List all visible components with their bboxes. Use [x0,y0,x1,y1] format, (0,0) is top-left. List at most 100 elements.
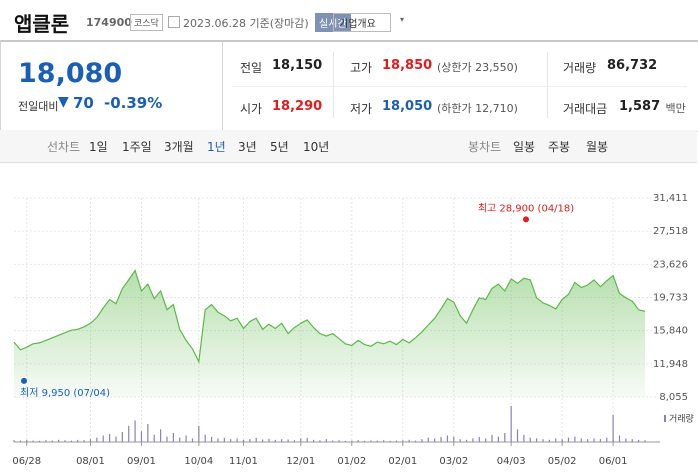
volume-bar [281,439,283,442]
quote-value: 18,150 [272,58,323,73]
volume-bar [293,440,296,442]
volume-bar [261,439,264,442]
volume-bar [64,440,66,442]
volume-bar [32,440,34,442]
candle-tab[interactable]: 일봉 [513,140,536,154]
volume-bar [217,438,219,442]
volume-bar [402,440,404,442]
quote-label: 고가 [350,61,373,75]
x-tick-label: 10/04 [184,456,213,467]
volume-bar [606,437,608,442]
volume-bar [198,425,200,442]
x-tick-label: 11/01 [229,456,258,467]
volume-bar [383,440,385,442]
candle-tab[interactable]: 월봉 [586,140,609,154]
volume-bar [191,438,194,442]
x-tick-label: 03/02 [439,456,468,467]
quote-value: 18,290 [272,99,323,114]
y-tick-label: 19,733 [653,293,688,304]
x-tick-label: 09/01 [127,456,156,467]
quote-note: (상한가 23,550) [437,61,518,74]
x-tick-label: 02/01 [388,456,417,467]
volume-bar [625,438,627,442]
volume-bar [491,434,493,442]
volume-bar [287,439,289,442]
quote-note: (하한가 12,710) [437,102,518,115]
volume-bar [77,439,79,442]
volume-bar [121,431,123,442]
y-tick-label: 11,948 [653,359,688,370]
volume-bar [268,438,270,442]
volume-bar [13,440,15,442]
x-tick-label: 06/28 [12,456,41,467]
realtime-button[interactable]: 실시간 [315,13,351,32]
x-tick-label: 06/01 [599,456,628,467]
candle-tab[interactable]: 주봉 [548,140,571,154]
volume-bar [440,436,442,442]
candle-label: 봉차트 [468,140,502,154]
quote-value: 18,850 [382,58,433,73]
volume-bar [102,435,104,442]
line-label: 선차트 [47,140,81,154]
volume-bar [134,420,136,442]
stock-code: 174900 [86,16,132,29]
date: 2023.06.28 기준(장마감) [183,17,309,30]
volume-bar [363,440,366,442]
volume-bar [542,439,544,442]
volume-bar [70,440,72,442]
volume-bar [580,438,582,442]
volume-bar [351,440,353,442]
volume-bar [128,425,130,442]
volume-bar [19,440,21,442]
volume-bar [472,438,474,442]
volume-bar [325,439,327,442]
price-area [14,270,645,397]
x-tick-label: 04/03 [497,456,526,467]
volume-bar [408,439,410,442]
volume-bar [166,436,168,442]
volume-bar [96,437,98,442]
volume-bar [395,440,398,442]
change-label: 전일대비 [18,100,59,113]
change-pct: -0.39% [104,94,163,112]
extreme-point [21,377,27,384]
volume-legend-mark [664,415,666,422]
volume-bar [510,406,512,442]
volume-bar [516,429,519,442]
volume-bar [147,424,149,442]
volume-bar [242,439,245,442]
volume-bar [153,434,155,442]
volume-bar [529,437,531,442]
divider [232,86,687,87]
period-tab[interactable]: 10년 [303,140,330,154]
volume-bar [344,440,347,442]
y-tick-label: 8,055 [659,392,688,403]
period-tab[interactable]: 3년 [238,140,257,154]
period-tab[interactable]: 1주일 [122,140,152,154]
company-dropdown[interactable]: 기업개요 [333,13,391,32]
period-tab[interactable]: 1년 [207,140,226,154]
volume-bar [548,439,550,442]
period-tab[interactable]: 5년 [270,140,289,154]
volume-bar [115,436,117,442]
x-tick-label: 08/01 [76,456,105,467]
quote-label: 거래대금 [563,102,608,116]
extreme-label: 최저 9,950 (07/04) [20,387,110,399]
volume-bar [274,439,276,442]
x-tick-label: 01/02 [337,456,366,467]
volume-bar [230,439,232,442]
volume-bar [319,440,321,442]
volume-bar [312,439,315,442]
volume-bar [567,437,570,442]
volume-bar [421,439,423,442]
period-tab[interactable]: 3개월 [164,140,194,154]
quote-value: 86,732 [607,58,658,73]
volume-bar [434,438,436,442]
price-line [13,269,646,364]
stock-name: 앱클론 [14,12,70,36]
change: 70 [73,94,94,112]
volume-bar [631,439,633,442]
volume-bar [587,439,589,442]
period-tab[interactable]: 1일 [89,140,108,154]
